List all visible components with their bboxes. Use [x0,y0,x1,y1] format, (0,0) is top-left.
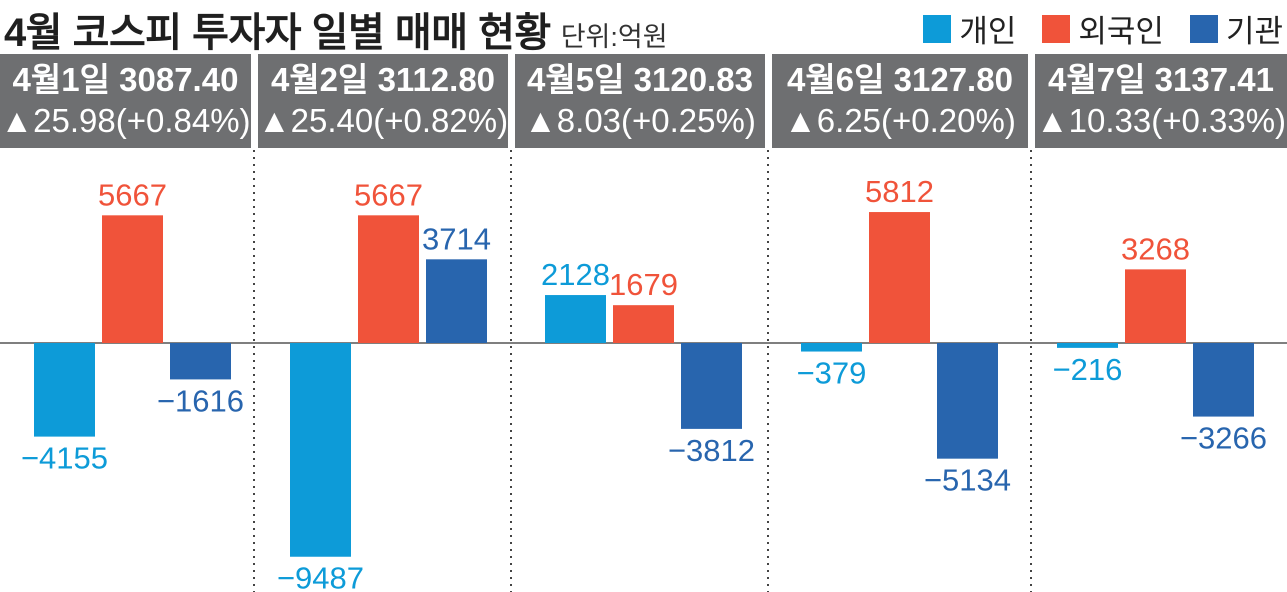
value-label-individual: 2128 [541,257,610,292]
day-header-3: 4월6일 3127.80 ▲6.25(+0.20%) [772,54,1028,148]
bar-foreign [869,212,930,343]
legend-item-individual: 개인 [923,6,1016,51]
value-label-individual: −216 [1053,352,1123,387]
day-header-label: 4월7일 3137.41 [1048,61,1274,98]
day-header-label: 4월6일 3127.80 [787,61,1013,98]
bar-foreign [102,215,163,343]
chart-title-text: 4월 코스피 투자자 일별 매매 현황 [4,11,551,55]
bar-foreign [1125,269,1186,343]
value-label-individual: −4155 [21,441,108,476]
legend-label-institution: 기관 [1225,14,1283,49]
day-header-change: ▲6.25(+0.20%) [784,102,1016,139]
value-label-foreign: 1679 [609,267,678,302]
value-label-foreign: 5812 [865,174,934,209]
day-header-change: ▲8.03(+0.25%) [524,102,756,139]
legend-swatch-institution [1189,14,1218,43]
value-label-foreign: 5667 [98,177,167,212]
value-label-institution: −5134 [924,463,1011,498]
value-label-individual: −379 [797,356,867,391]
value-label-foreign: 3268 [1121,231,1190,266]
value-label-institution: −1616 [157,383,244,418]
legend: 개인 외국인 기관 [897,6,1283,51]
bar-foreign [358,215,419,343]
bar-institution [1193,343,1254,417]
legend-label-foreign: 외국인 [1078,14,1164,49]
legend-swatch-individual [923,14,952,43]
bar-institution [426,259,487,343]
bar-individual [801,343,862,352]
legend-item-foreign: 외국인 [1042,6,1164,51]
value-label-individual: −9487 [277,561,364,592]
day-header-change: ▲25.98(+0.84%) [0,102,251,139]
bar-individual [545,295,606,343]
value-label-foreign: 5667 [354,177,423,212]
bar-institution [170,343,231,380]
legend-swatch-foreign [1042,14,1071,43]
day-header-change: ▲25.40(+0.82%) [258,102,509,139]
bar-individual [290,343,351,557]
day-header-2: 4월5일 3120.83 ▲8.03(+0.25%) [515,54,765,148]
legend-label-individual: 개인 [959,14,1017,49]
value-label-institution: 3714 [422,221,491,256]
day-header-0: 4월1일 3087.40 ▲25.98(+0.84%) [0,54,251,148]
day-header-1: 4월2일 3112.80 ▲25.40(+0.82%) [258,54,508,148]
day-header-4: 4월7일 3137.41 ▲10.33(+0.33%) [1035,54,1287,148]
day-header-label: 4월2일 3112.80 [270,61,496,98]
value-label-institution: −3812 [668,433,755,468]
bar-individual [34,343,95,437]
legend-item-institution: 기관 [1189,6,1283,51]
value-label-institution: −3266 [1180,421,1267,456]
bar-individual [1057,343,1118,348]
day-header-label: 4월5일 3120.83 [527,61,753,98]
bar-institution [681,343,742,429]
bar-institution [937,343,998,459]
day-header-change: ▲10.33(+0.33%) [1035,102,1287,139]
bar-foreign [613,305,674,343]
unit-label: 단위:억원 [560,22,668,52]
day-header-label: 4월1일 3087.40 [12,61,239,98]
chart-title: 4월 코스피 투자자 일별 매매 현황 단위:억원 [4,0,668,58]
